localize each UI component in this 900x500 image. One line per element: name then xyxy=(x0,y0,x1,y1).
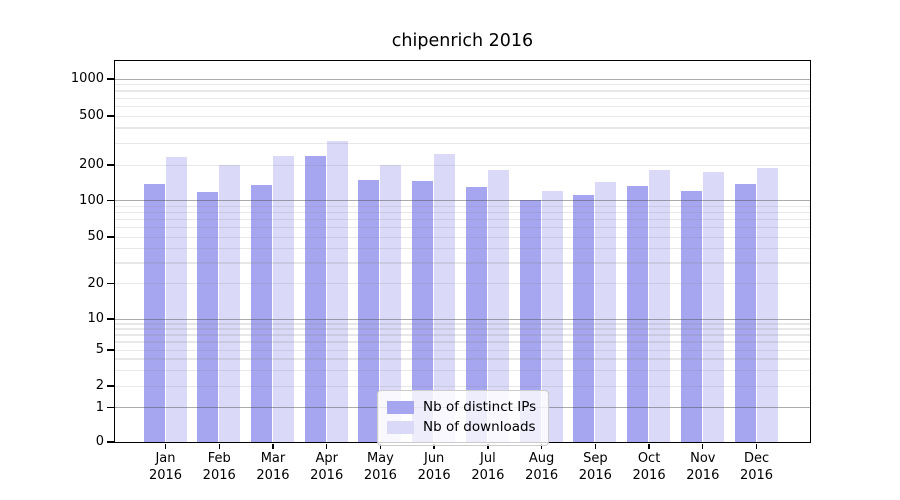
legend-swatch-downloads xyxy=(387,420,414,434)
legend-swatch-distinct-ips xyxy=(387,400,414,414)
x-tick-label-apr: Apr 2016 xyxy=(310,451,344,483)
x-tick-mark xyxy=(218,443,220,449)
bar-distinct-ips-jun xyxy=(412,181,434,442)
y-tick-label-500: 500 xyxy=(79,108,104,123)
legend-item-distinct-ips: Nb of distinct IPs xyxy=(387,397,536,417)
bar-distinct-ips-dec xyxy=(734,183,756,442)
legend-item-downloads: Nb of downloads xyxy=(387,417,536,437)
y-tick-label-2: 2 xyxy=(95,378,104,393)
plot-area: Nb of distinct IPs Nb of downloads xyxy=(114,60,811,446)
y-tick-mark xyxy=(107,236,114,238)
bar-downloads-may xyxy=(380,165,402,442)
bar-distinct-ips-mar xyxy=(250,184,272,442)
bar-downloads-apr xyxy=(326,141,348,442)
bar-distinct-ips-nov xyxy=(680,191,702,442)
x-tick-mark xyxy=(594,443,597,449)
gridline-major xyxy=(115,78,810,80)
x-tick-mark xyxy=(648,443,650,449)
x-tick-label-nov: Nov 2016 xyxy=(686,451,720,483)
y-tick-label-5: 5 xyxy=(95,342,104,357)
bar-downloads-jul xyxy=(487,169,509,442)
bar-distinct-ips-sep xyxy=(573,194,595,442)
chart-title: chipenrich 2016 xyxy=(391,31,534,51)
bar-distinct-ips-may xyxy=(358,179,380,442)
x-tick-mark xyxy=(755,443,758,449)
gridline-minor xyxy=(115,142,810,145)
y-tick-label-1: 1 xyxy=(95,399,104,415)
y-tick-mark xyxy=(107,385,114,387)
x-tick-mark xyxy=(487,443,489,449)
x-tick-mark xyxy=(702,443,704,449)
bar-distinct-ips-feb xyxy=(197,191,219,442)
x-tick-label-may: May 2016 xyxy=(363,451,397,483)
y-tick-label-50: 50 xyxy=(87,229,104,244)
y-tick-label-1000: 1000 xyxy=(70,71,104,86)
y-tick-mark xyxy=(107,78,114,80)
gridline-minor xyxy=(115,90,810,92)
y-tick-label-10: 10 xyxy=(87,311,104,326)
y-tick-mark xyxy=(107,199,114,202)
x-tick-mark xyxy=(540,443,543,449)
bar-distinct-ips-jan xyxy=(143,184,165,442)
y-tick-label-0: 0 xyxy=(95,434,104,449)
bar-downloads-sep xyxy=(595,181,617,442)
bar-downloads-feb xyxy=(219,165,241,442)
x-tick-label-mar: Mar 2016 xyxy=(256,451,290,483)
x-tick-mark xyxy=(325,443,328,449)
x-tick-label-jun: Jun 2016 xyxy=(417,451,451,483)
legend-label-distinct-ips: Nb of distinct IPs xyxy=(423,399,537,415)
x-tick-mark xyxy=(164,443,167,449)
x-tick-label-aug: Aug 2016 xyxy=(525,451,559,483)
x-tick-mark xyxy=(433,443,435,449)
x-tick-mark xyxy=(379,443,382,449)
x-tick-mark xyxy=(272,443,274,449)
legend: Nb of distinct IPs Nb of downloads xyxy=(377,390,550,446)
gridline-minor xyxy=(115,105,810,108)
gridline-minor xyxy=(115,127,810,129)
y-tick-mark xyxy=(107,115,114,117)
bar-distinct-ips-oct xyxy=(627,186,649,442)
x-tick-label-sep: Sep 2016 xyxy=(578,451,612,483)
y-tick-mark xyxy=(107,282,114,285)
bar-distinct-ips-jul xyxy=(465,187,487,442)
bar-downloads-nov xyxy=(702,171,724,442)
bar-downloads-oct xyxy=(649,169,671,442)
x-tick-label-feb: Feb 2016 xyxy=(202,451,236,483)
y-tick-mark xyxy=(107,164,114,166)
x-tick-label-jan: Jan 2016 xyxy=(148,451,183,483)
x-tick-label-oct: Oct 2016 xyxy=(632,451,666,483)
y-tick-mark xyxy=(107,318,114,320)
bar-distinct-ips-aug xyxy=(519,200,541,442)
y-tick-label-100: 100 xyxy=(79,192,104,208)
legend-label-downloads: Nb of downloads xyxy=(423,419,536,435)
gridline-minor xyxy=(115,115,810,117)
y-tick-label-20: 20 xyxy=(87,275,104,291)
gridline-minor xyxy=(115,97,810,99)
y-tick-mark xyxy=(107,406,114,409)
y-tick-mark xyxy=(107,349,114,351)
bar-downloads-jan xyxy=(165,156,187,442)
bar-distinct-ips-apr xyxy=(304,156,326,442)
bar-downloads-dec xyxy=(756,167,778,442)
gridline-minor xyxy=(115,84,810,86)
bar-downloads-aug xyxy=(541,190,563,442)
bar-downloads-mar xyxy=(272,156,294,442)
x-tick-label-jul: Jul 2016 xyxy=(471,451,505,483)
bar-downloads-jun xyxy=(434,154,456,442)
x-tick-label-dec: Dec 2016 xyxy=(739,451,774,483)
y-tick-mark xyxy=(107,441,114,443)
y-tick-label-200: 200 xyxy=(79,157,104,172)
